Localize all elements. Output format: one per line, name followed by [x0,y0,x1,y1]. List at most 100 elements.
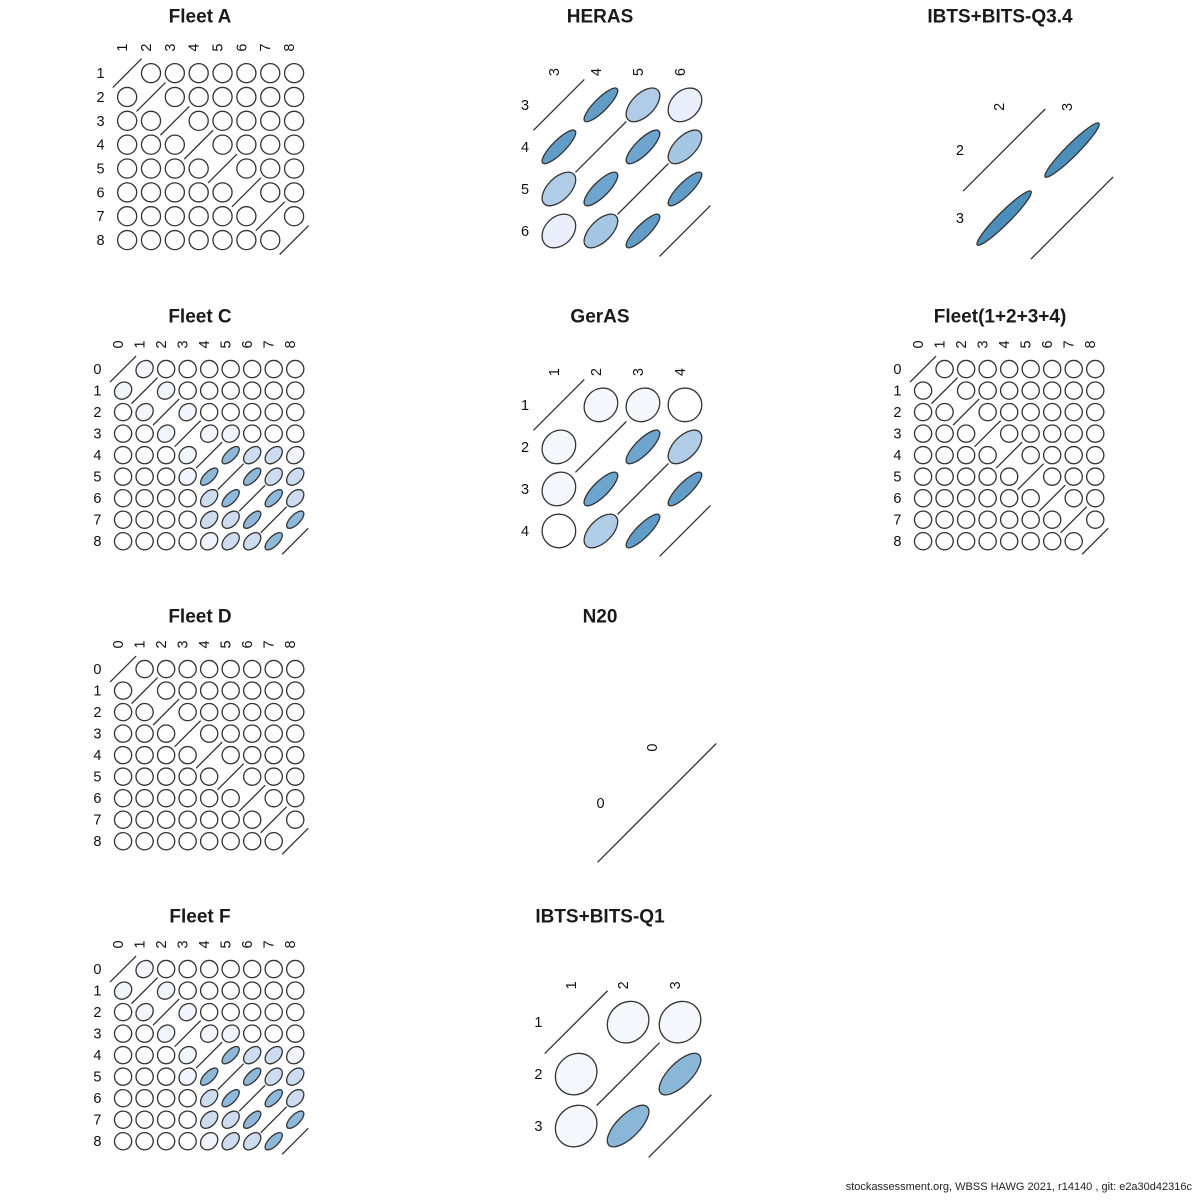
svg-text:8: 8 [97,233,105,249]
svg-text:5: 5 [1019,340,1035,348]
svg-text:6: 6 [93,791,101,807]
svg-text:3: 3 [97,114,105,130]
svg-text:IBTS+BITS-Q1: IBTS+BITS-Q1 [535,907,665,928]
svg-text:2: 2 [154,940,170,948]
svg-text:5: 5 [211,44,227,52]
svg-text:HERAS: HERAS [567,7,634,28]
svg-text:0: 0 [93,662,101,678]
svg-text:8: 8 [282,44,298,52]
svg-text:1: 1 [521,398,529,414]
svg-text:1: 1 [133,640,149,648]
svg-text:1: 1 [93,684,101,700]
svg-text:Fleet C: Fleet C [168,307,232,328]
svg-text:6: 6 [97,185,105,201]
svg-text:4: 4 [673,368,689,376]
svg-text:8: 8 [283,940,299,948]
svg-text:3: 3 [176,940,192,948]
svg-text:0: 0 [645,744,661,752]
svg-text:2: 2 [616,981,632,989]
svg-text:7: 7 [893,513,901,529]
svg-text:5: 5 [893,470,901,486]
svg-text:2: 2 [93,705,101,721]
svg-text:GerAS: GerAS [570,307,629,328]
svg-text:Fleet(1+2+3+4): Fleet(1+2+3+4) [934,307,1067,328]
svg-text:6: 6 [240,640,256,648]
svg-text:4: 4 [589,68,605,76]
svg-text:0: 0 [893,362,901,378]
svg-text:0: 0 [111,640,127,648]
svg-text:Fleet F: Fleet F [169,907,230,928]
svg-text:6: 6 [240,940,256,948]
svg-text:5: 5 [93,770,101,786]
svg-text:7: 7 [93,813,101,829]
svg-text:5: 5 [93,470,101,486]
svg-text:6: 6 [234,44,250,52]
svg-text:8: 8 [283,340,299,348]
svg-text:2: 2 [97,90,105,106]
svg-text:4: 4 [893,448,901,464]
svg-text:3: 3 [668,981,684,989]
svg-text:7: 7 [93,1113,101,1129]
svg-text:3: 3 [1060,103,1076,111]
svg-text:3: 3 [547,68,563,76]
svg-text:1: 1 [133,340,149,348]
svg-text:8: 8 [93,1134,101,1150]
svg-text:6: 6 [893,491,901,507]
svg-text:6: 6 [93,1091,101,1107]
svg-text:2: 2 [154,340,170,348]
svg-text:7: 7 [262,940,278,948]
svg-text:4: 4 [93,448,101,464]
svg-text:6: 6 [93,491,101,507]
svg-text:3: 3 [163,44,179,52]
svg-text:4: 4 [521,524,529,540]
svg-text:7: 7 [262,340,278,348]
svg-text:6: 6 [240,340,256,348]
svg-text:3: 3 [534,1119,542,1135]
svg-text:1: 1 [564,981,580,989]
svg-text:2: 2 [154,640,170,648]
svg-text:4: 4 [997,340,1013,348]
svg-text:4: 4 [197,940,213,948]
svg-text:7: 7 [258,44,274,52]
svg-text:2: 2 [954,340,970,348]
svg-text:7: 7 [262,640,278,648]
svg-text:IBTS+BITS-Q3.4: IBTS+BITS-Q3.4 [927,7,1073,28]
svg-text:1: 1 [547,368,563,376]
svg-text:3: 3 [521,482,529,498]
svg-text:1: 1 [97,66,105,82]
svg-text:2: 2 [534,1067,542,1083]
svg-text:3: 3 [93,727,101,743]
svg-text:1: 1 [93,984,101,1000]
svg-text:3: 3 [956,211,964,227]
svg-text:7: 7 [93,513,101,529]
svg-text:3: 3 [976,340,992,348]
svg-text:5: 5 [93,1070,101,1086]
svg-text:4: 4 [187,44,203,52]
svg-text:2: 2 [992,103,1008,111]
svg-text:2: 2 [589,368,605,376]
svg-text:5: 5 [97,162,105,178]
svg-text:1: 1 [93,384,101,400]
svg-text:1: 1 [933,340,949,348]
svg-text:0: 0 [597,796,605,812]
svg-text:2: 2 [521,440,529,456]
svg-text:3: 3 [631,368,647,376]
svg-text:3: 3 [176,640,192,648]
svg-text:4: 4 [93,1048,101,1064]
svg-text:6: 6 [1040,340,1056,348]
svg-text:6: 6 [521,224,529,240]
svg-text:3: 3 [176,340,192,348]
svg-text:0: 0 [111,340,127,348]
svg-text:5: 5 [219,340,235,348]
svg-text:8: 8 [893,534,901,550]
svg-text:2: 2 [139,44,155,52]
svg-text:5: 5 [219,940,235,948]
svg-text:4: 4 [97,138,105,154]
svg-text:2: 2 [93,1005,101,1021]
svg-text:4: 4 [521,140,529,156]
svg-text:7: 7 [1062,340,1078,348]
svg-text:8: 8 [283,640,299,648]
svg-text:8: 8 [1083,340,1099,348]
svg-text:4: 4 [197,340,213,348]
svg-text:4: 4 [93,748,101,764]
